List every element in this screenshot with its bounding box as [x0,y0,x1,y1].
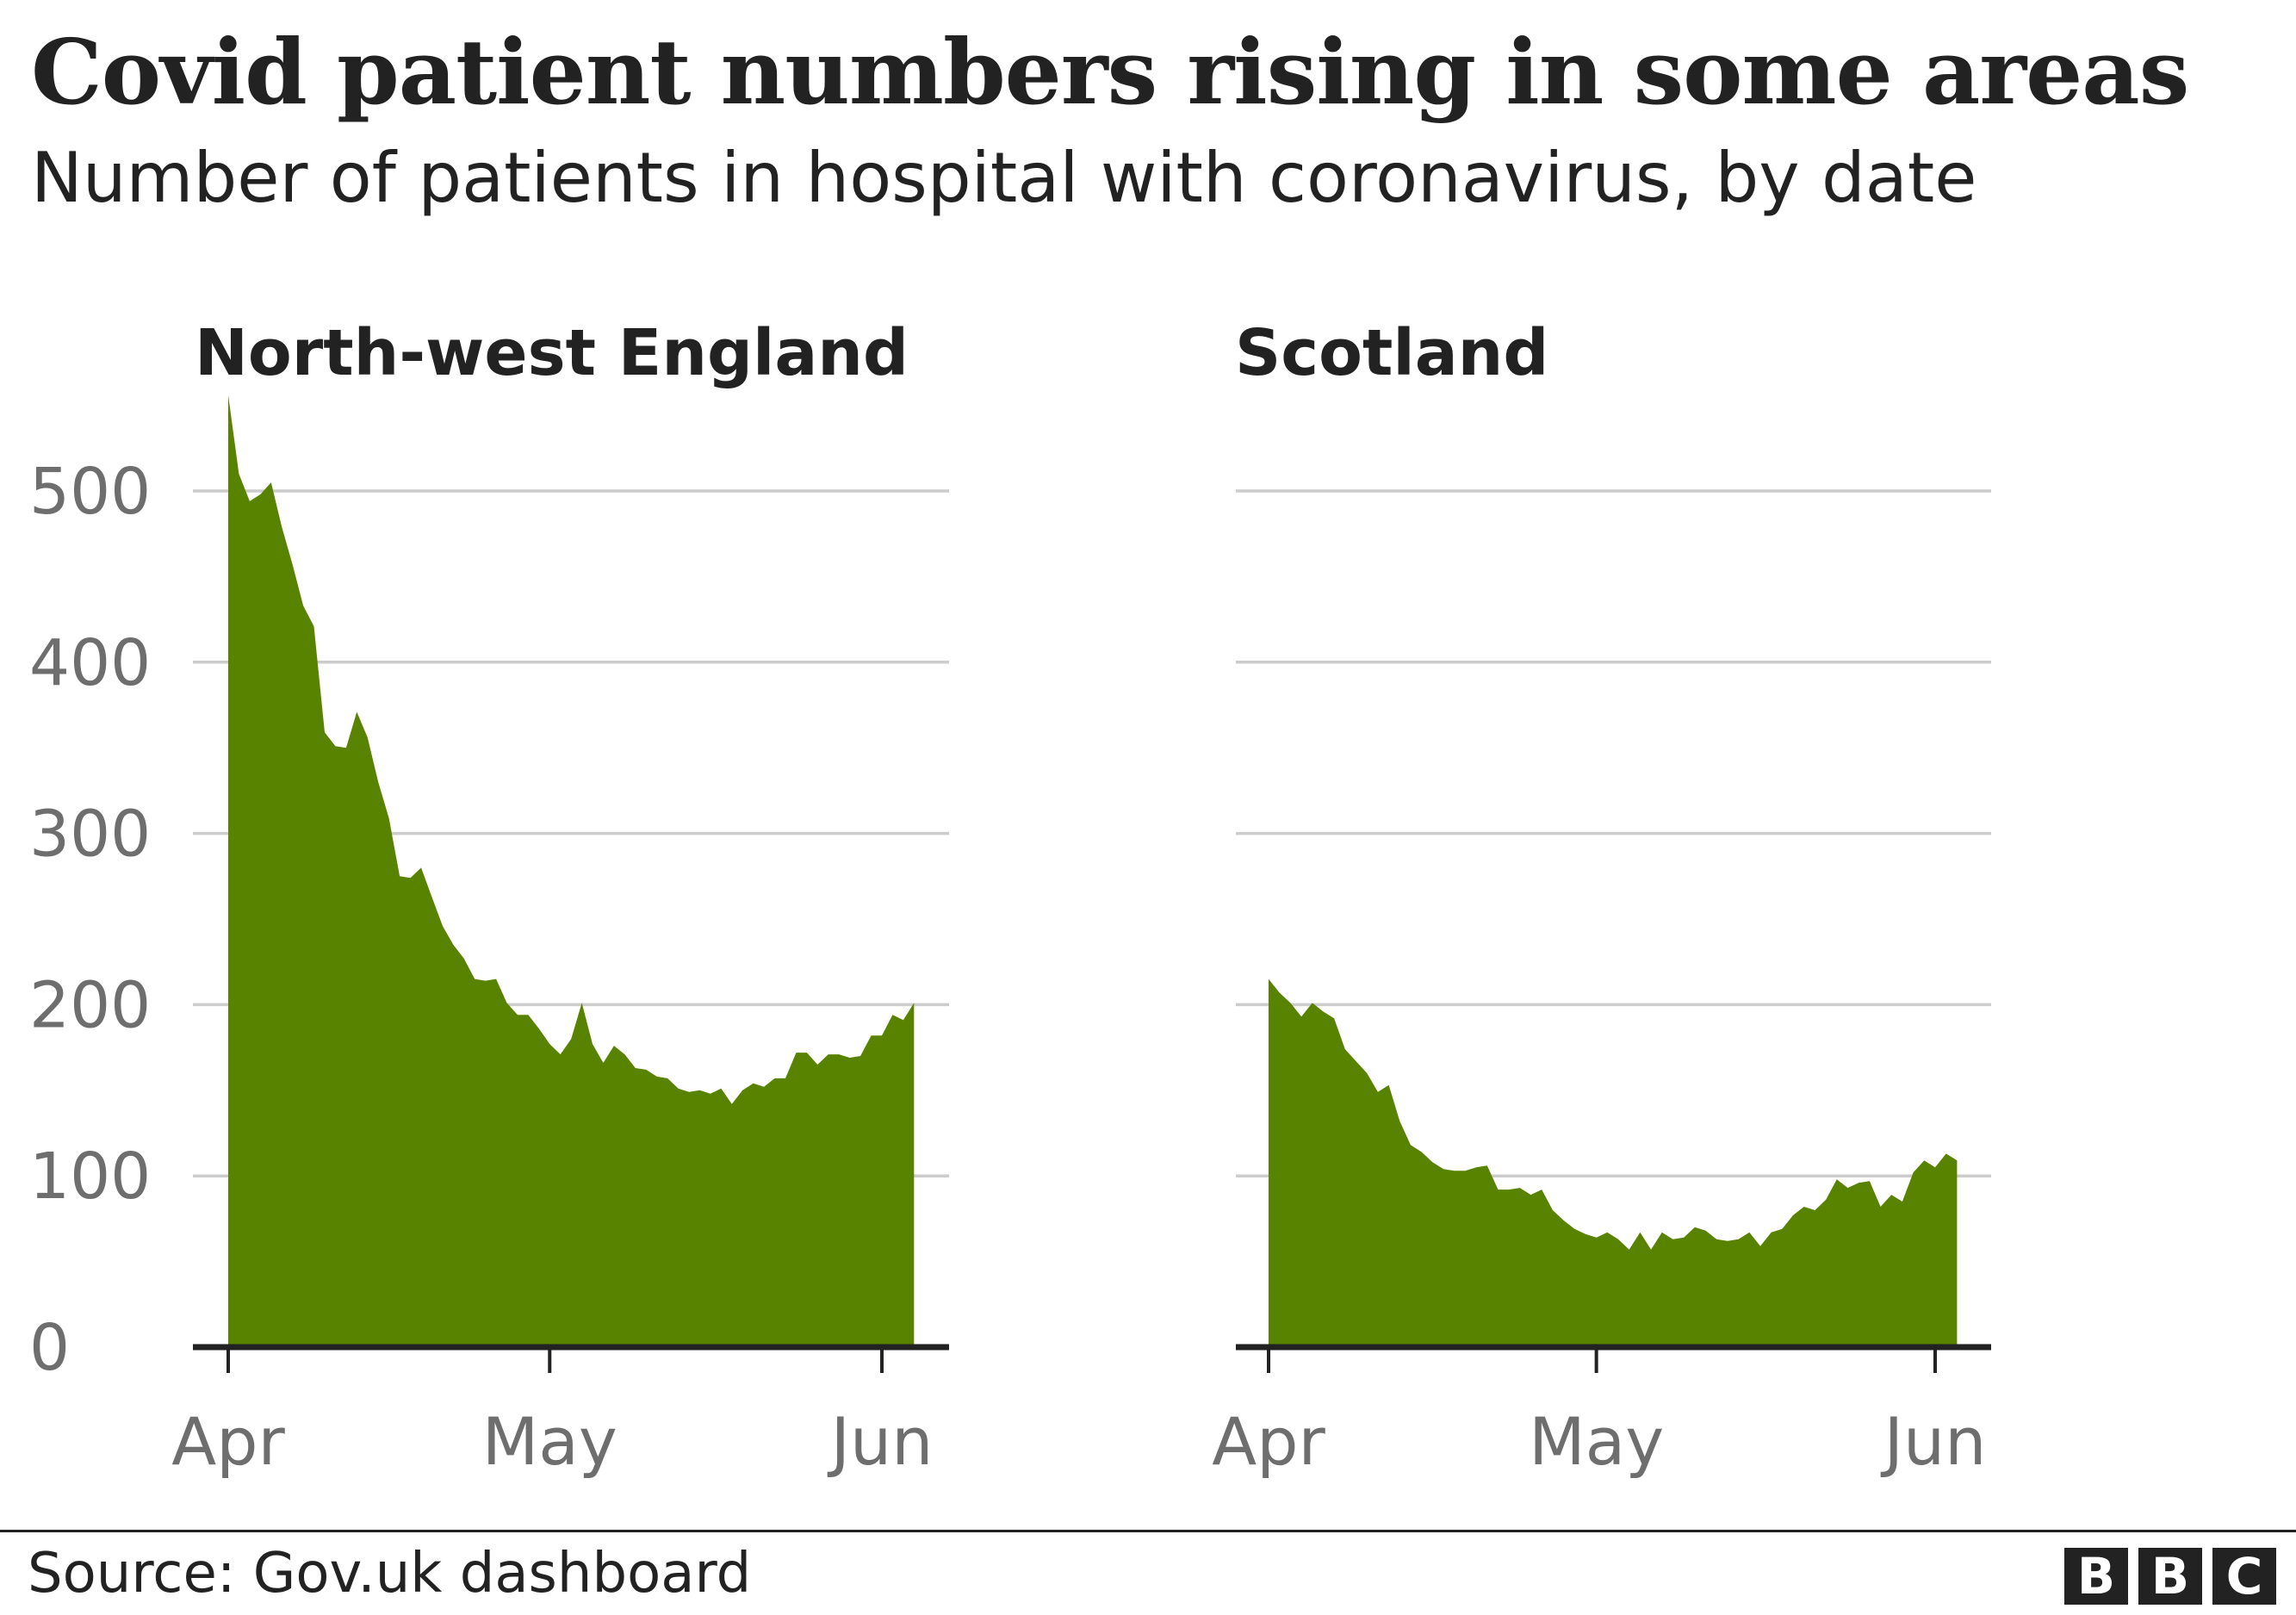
chart-panel-scotland: Scotland Apr May Jun [1212,316,1991,1480]
chart-subtitle: Number of patients in hospital with coro… [31,138,1977,218]
x-tick-label: Apr [171,1403,285,1480]
y-tick-label: 0 [29,1311,70,1385]
x-tick-label: Jun [828,1403,934,1480]
x-tick-label: Apr [1212,1403,1325,1480]
x-tick-label: May [482,1403,617,1480]
y-tick-label: 100 [29,1140,151,1214]
panel-title: North-west England [195,316,909,390]
source-note: Source: Gov.uk dashboard [28,1542,752,1606]
chart-title: Covid patient numbers rising in some are… [31,19,2189,125]
y-tick-label: 300 [29,798,151,872]
bbc-logo-block: B [2064,1547,2128,1606]
x-tick-label: Jun [1881,1403,1987,1480]
x-tick-label: May [1529,1403,1664,1480]
area-series [1269,978,1958,1347]
chart-panel-north-west-england: North-west England 0 100 200 300 400 500 Apr May… [29,316,949,1480]
area-series [228,394,915,1348]
bbc-logo-block: C [2212,1547,2276,1606]
footer-divider [0,1530,2296,1532]
bbc-logo-block: B [2138,1547,2202,1606]
y-tick-label: 400 [29,626,151,700]
y-tick-label: 200 [29,968,151,1042]
y-tick-label: 500 [29,455,151,529]
bbc-logo: B B C [2064,1547,2276,1606]
panel-title: Scotland [1235,316,1548,390]
